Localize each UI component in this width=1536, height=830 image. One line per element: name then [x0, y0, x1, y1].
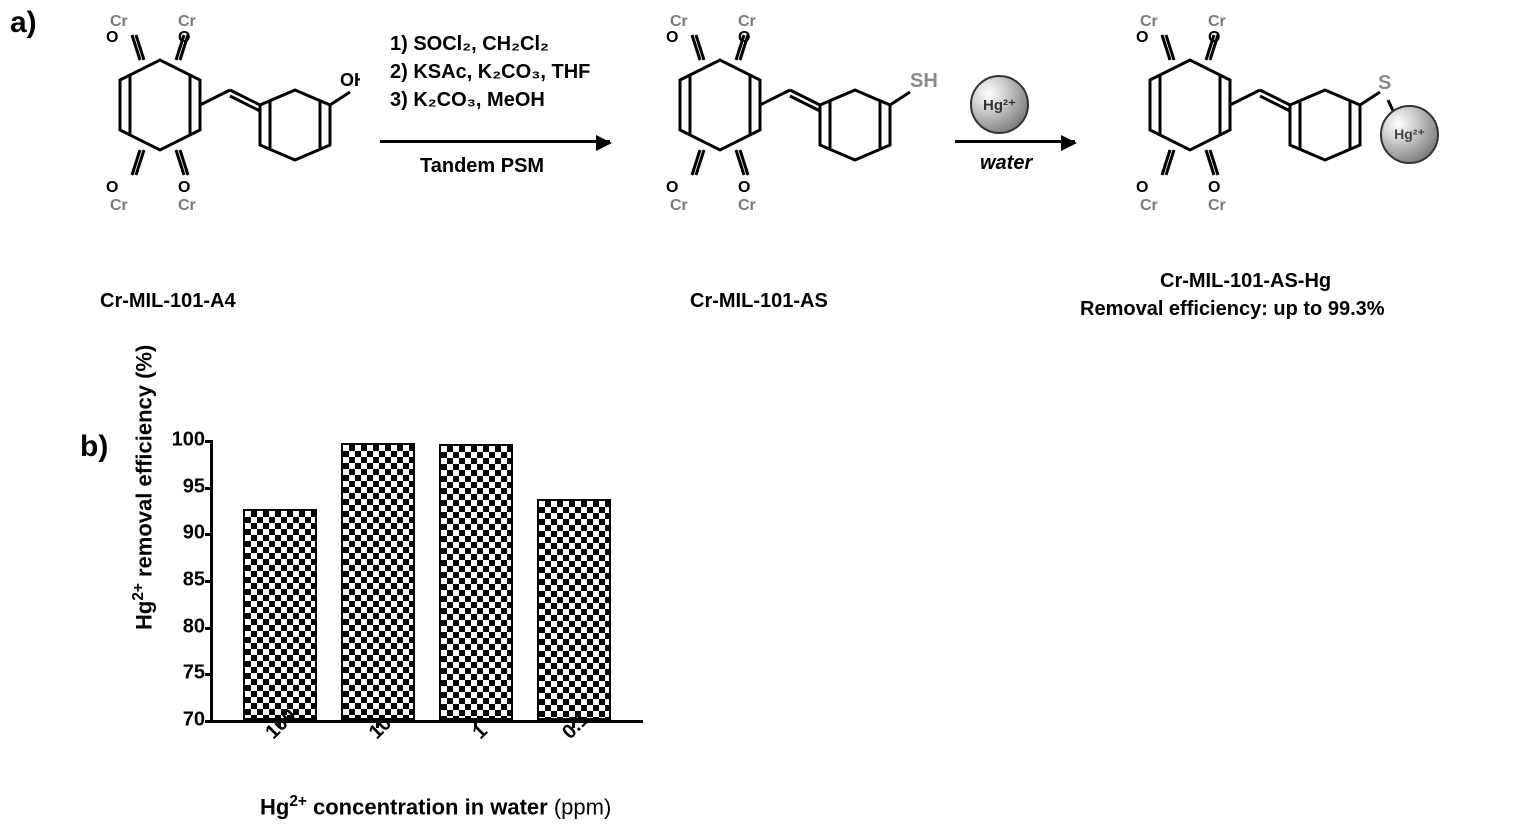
hg-sphere-arrow-icon: Hg²⁺	[970, 75, 1029, 134]
hg-sphere-label: Hg²⁺	[983, 96, 1016, 114]
svg-text:OH: OH	[340, 70, 360, 90]
hg-product-label: Hg²⁺	[1394, 126, 1425, 143]
rx1-line-3: 3) K₂CO₃, MeOH	[390, 86, 590, 114]
svg-text:Cr: Cr	[178, 13, 196, 30]
molecule-2-svg: Cr Cr O O O O Cr Cr	[620, 0, 920, 300]
chart-x-tick-label: 1	[468, 720, 492, 744]
chart-y-tick-label: 100	[172, 429, 205, 452]
chart-bar	[537, 499, 611, 720]
svg-text:Cr: Cr	[738, 197, 756, 214]
molecule-3-sub: Removal efficiency: up to 99.3%	[1080, 298, 1385, 321]
chart-y-label: Hg2+ removal efficiency (%)	[130, 345, 157, 630]
chart-x-label: Hg2+ concentration in water (ppm)	[260, 793, 611, 820]
molecule-1-svg: Cr Cr O O O O Cr Cr OH	[60, 0, 360, 300]
svg-text:O: O	[666, 29, 678, 46]
svg-text:Cr: Cr	[738, 13, 756, 30]
svg-text:Cr: Cr	[670, 197, 688, 214]
svg-text:O: O	[106, 179, 118, 196]
chart-y-tick-label: 70	[183, 709, 205, 732]
reaction-1-bottom: Tandem PSM	[420, 155, 544, 178]
chart-y-tick	[205, 440, 213, 443]
svg-text:Cr: Cr	[1208, 197, 1226, 214]
molecule-3-name: Cr-MIL-101-AS-Hg	[1160, 270, 1331, 293]
removal-efficiency-chart: Hg2+ removal efficiency (%) 707580859095…	[150, 430, 670, 810]
reaction-arrow-2	[955, 140, 1075, 143]
chart-y-tick-label: 80	[183, 615, 205, 638]
rx1-line-1: 1) SOCl₂, CH₂Cl₂	[390, 30, 590, 58]
hg-sphere-product-icon: Hg²⁺	[1380, 105, 1439, 164]
svg-text:O: O	[1208, 29, 1220, 46]
svg-text:O: O	[1208, 179, 1220, 196]
svg-text:O: O	[1136, 29, 1148, 46]
svg-text:O: O	[178, 29, 190, 46]
svg-text:Cr: Cr	[1140, 13, 1158, 30]
molecule-1-name: Cr-MIL-101-A4	[100, 290, 236, 313]
svg-text:Cr: Cr	[1208, 13, 1226, 30]
svg-text:Cr: Cr	[178, 197, 196, 214]
chart-y-tick-label: 95	[183, 475, 205, 498]
chart-y-tick	[205, 673, 213, 676]
rx1-line-2: 2) KSAc, K₂CO₃, THF	[390, 58, 590, 86]
chart-y-tick-label: 90	[183, 522, 205, 545]
molecule-3-svg: Cr Cr O O O O Cr Cr	[1090, 0, 1410, 300]
chart-bar	[341, 443, 415, 720]
chart-bar	[243, 509, 317, 720]
svg-text:Cr: Cr	[110, 13, 128, 30]
svg-text:O: O	[738, 179, 750, 196]
svg-text:O: O	[178, 179, 190, 196]
chart-y-tick	[205, 580, 213, 583]
chart-y-tick	[205, 533, 213, 536]
chart-bar	[439, 444, 513, 720]
svg-text:Cr: Cr	[670, 13, 688, 30]
reaction-2-bottom: water	[980, 152, 1032, 175]
chart-y-tick	[205, 720, 213, 723]
s-label: S	[1378, 72, 1391, 95]
svg-text:O: O	[106, 29, 118, 46]
svg-text:O: O	[666, 179, 678, 196]
svg-text:Cr: Cr	[110, 197, 128, 214]
chart-y-tick	[205, 627, 213, 630]
sh-label: SH	[910, 70, 938, 93]
reaction-arrow-1	[380, 140, 610, 143]
reaction-scheme: Cr Cr O O O O Cr Cr OH Cr-MIL-101-A4 1) …	[60, 0, 1520, 400]
chart-y-tick	[205, 487, 213, 490]
svg-text:O: O	[1136, 179, 1148, 196]
panel-a-label: a)	[10, 6, 37, 40]
panel-b-label: b)	[80, 430, 108, 464]
svg-text:O: O	[738, 29, 750, 46]
chart-y-tick-label: 85	[183, 569, 205, 592]
chart-plot-area: 7075808590951001001010.1	[210, 440, 643, 723]
chart-y-tick-label: 75	[183, 662, 205, 685]
reaction-1-conditions: 1) SOCl₂, CH₂Cl₂ 2) KSAc, K₂CO₃, THF 3) …	[390, 30, 590, 114]
molecule-2-name: Cr-MIL-101-AS	[690, 290, 828, 313]
svg-text:Cr: Cr	[1140, 197, 1158, 214]
